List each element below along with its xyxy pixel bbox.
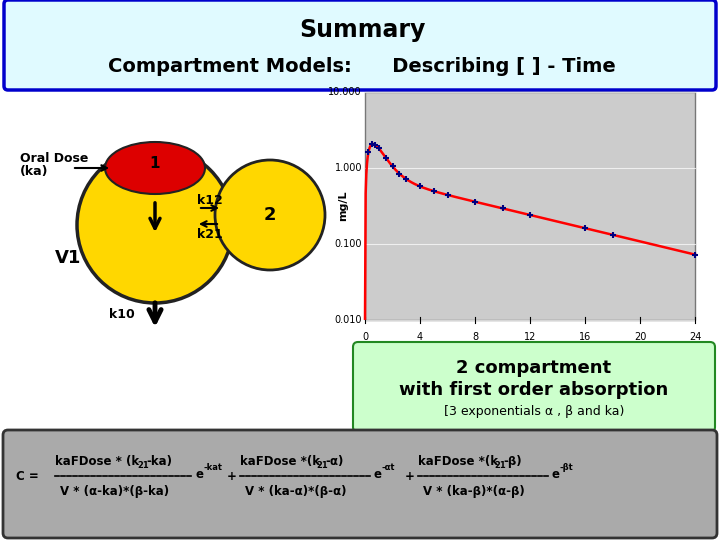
Text: 0.010: 0.010 bbox=[335, 315, 362, 325]
Ellipse shape bbox=[77, 147, 233, 303]
Text: k21: k21 bbox=[197, 227, 223, 240]
FancyBboxPatch shape bbox=[4, 0, 716, 90]
Text: -kat: -kat bbox=[203, 462, 222, 471]
Text: e: e bbox=[195, 468, 203, 481]
Text: 20: 20 bbox=[634, 332, 646, 342]
Text: mg/L: mg/L bbox=[338, 191, 348, 221]
Text: +: + bbox=[227, 470, 237, 483]
Text: 1: 1 bbox=[150, 156, 161, 171]
Text: 21: 21 bbox=[137, 461, 149, 469]
Text: 1.000: 1.000 bbox=[335, 163, 362, 173]
Text: (ka): (ka) bbox=[20, 165, 48, 179]
Text: -βt: -βt bbox=[560, 462, 574, 471]
FancyBboxPatch shape bbox=[3, 430, 717, 538]
Text: with first order absorption: with first order absorption bbox=[400, 381, 669, 399]
Text: Oral Dose: Oral Dose bbox=[20, 152, 89, 165]
Text: 16: 16 bbox=[579, 332, 591, 342]
Text: 0.100: 0.100 bbox=[335, 239, 362, 249]
Text: +: + bbox=[405, 470, 415, 483]
Text: 2 compartment: 2 compartment bbox=[456, 359, 611, 377]
Text: kaFDose *(k: kaFDose *(k bbox=[418, 455, 498, 468]
Text: 21: 21 bbox=[494, 461, 505, 469]
FancyBboxPatch shape bbox=[365, 92, 695, 320]
Text: 2: 2 bbox=[264, 206, 276, 224]
Text: V1: V1 bbox=[55, 249, 81, 267]
Ellipse shape bbox=[215, 160, 325, 270]
Text: V * (ka-β)*(α-β): V * (ka-β)*(α-β) bbox=[423, 484, 525, 497]
Text: kaFDose * (k: kaFDose * (k bbox=[55, 455, 139, 468]
Text: 24: 24 bbox=[689, 332, 701, 342]
Text: kaFDose *(k: kaFDose *(k bbox=[240, 455, 320, 468]
Text: -α): -α) bbox=[325, 455, 343, 468]
FancyBboxPatch shape bbox=[353, 342, 715, 432]
Text: V * (ka-α)*(β-α): V * (ka-α)*(β-α) bbox=[245, 484, 346, 497]
Text: 12: 12 bbox=[524, 332, 536, 342]
Text: -ka): -ka) bbox=[146, 455, 172, 468]
Ellipse shape bbox=[105, 142, 205, 194]
Text: -β): -β) bbox=[503, 455, 521, 468]
Text: [3 exponentials α , β and ka): [3 exponentials α , β and ka) bbox=[444, 406, 624, 419]
Text: -αt: -αt bbox=[382, 462, 395, 471]
Text: V * (α-ka)*(β-ka): V * (α-ka)*(β-ka) bbox=[60, 484, 169, 497]
Text: Summary: Summary bbox=[299, 18, 426, 42]
Text: e: e bbox=[552, 468, 560, 481]
Text: 10.000: 10.000 bbox=[328, 87, 362, 97]
Text: 4: 4 bbox=[417, 332, 423, 342]
Text: Compartment Models:      Describing [ ] - Time: Compartment Models: Describing [ ] - Tim… bbox=[108, 57, 616, 76]
Text: k12: k12 bbox=[197, 193, 223, 206]
Text: 8: 8 bbox=[472, 332, 478, 342]
Text: 21: 21 bbox=[316, 461, 328, 469]
Text: e: e bbox=[374, 468, 382, 481]
Text: k10: k10 bbox=[109, 308, 135, 321]
Text: Hours: Hours bbox=[512, 346, 549, 356]
Text: 0: 0 bbox=[362, 332, 368, 342]
Text: C =: C = bbox=[16, 470, 39, 483]
